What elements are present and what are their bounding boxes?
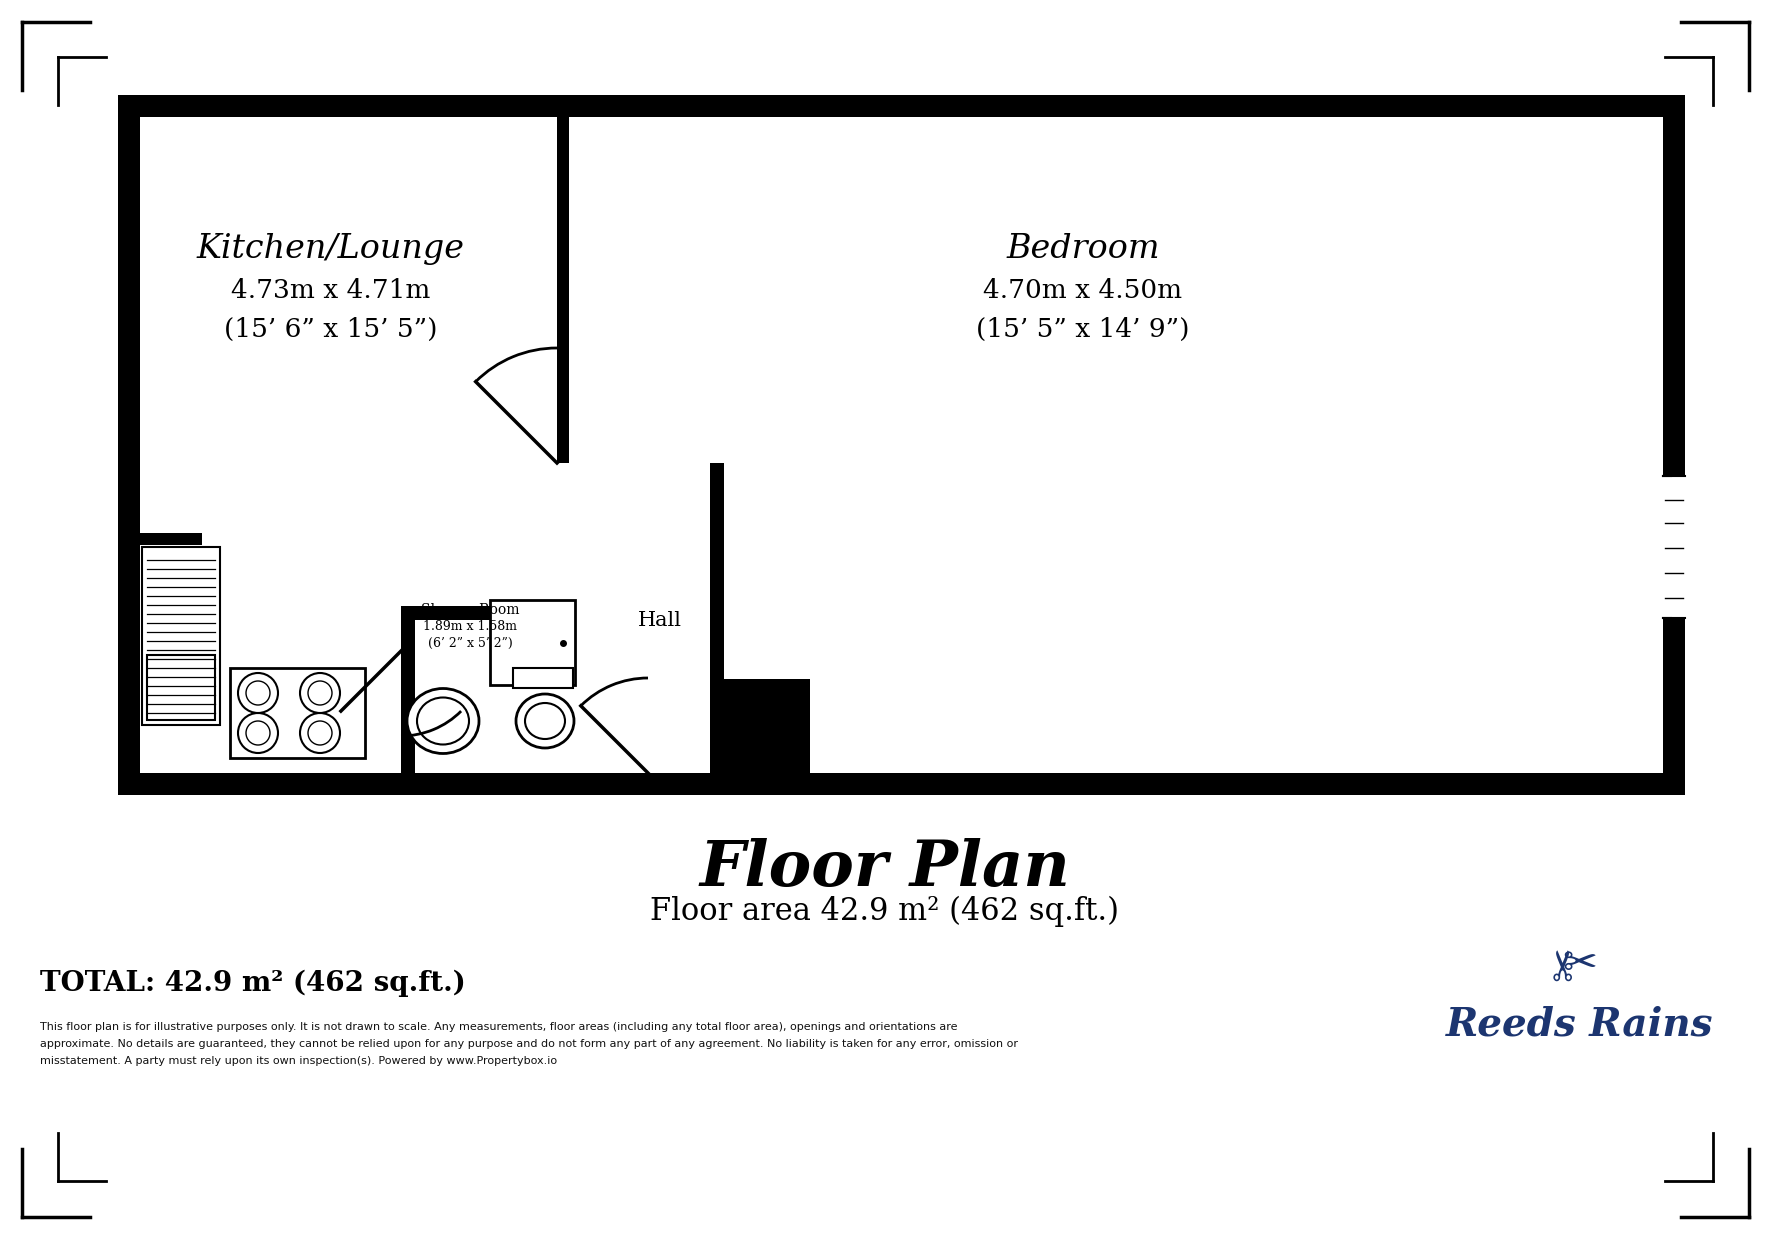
Text: TOTAL: 42.9 m² (462 sq.ft.): TOTAL: 42.9 m² (462 sq.ft.) [41,969,466,996]
Bar [724,679,809,795]
Bar [400,669,414,795]
Bar [491,600,576,685]
Text: ✂: ✂ [1562,943,1597,985]
Bar [142,546,220,725]
Circle shape [299,673,340,712]
Text: misstatement. A party must rely upon its own inspection(s). Powered by www.Prope: misstatement. A party must rely upon its… [41,1056,558,1066]
Text: This floor plan is for illustrative purposes only. It is not drawn to scale. Any: This floor plan is for illustrative purp… [41,1022,958,1032]
Bar [1663,95,1684,795]
Bar [400,606,568,620]
Bar [119,95,140,795]
Text: (15’ 6” x 15’ 5”): (15’ 6” x 15’ 5”) [223,316,437,342]
Circle shape [246,721,269,745]
Text: 1.89m x 1.58m: 1.89m x 1.58m [423,621,517,633]
Ellipse shape [515,694,574,748]
Text: Hall: Hall [638,611,682,629]
Bar [400,613,414,795]
Bar [230,668,365,758]
Bar [710,463,724,795]
Text: (6’ 2” x 5’ 2”): (6’ 2” x 5’ 2”) [427,637,512,649]
Text: Bedroom: Bedroom [1006,233,1160,265]
Text: 4.73m x 4.71m: 4.73m x 4.71m [230,279,430,304]
Bar [514,668,574,688]
Bar [140,533,202,545]
Text: Floor area 42.9 m² (462 sq.ft.): Floor area 42.9 m² (462 sq.ft.) [650,896,1119,927]
Circle shape [299,712,340,753]
Bar [119,773,1684,795]
Text: approximate. No details are guaranteed, they cannot be relied upon for any purpo: approximate. No details are guaranteed, … [41,1040,1018,1049]
Circle shape [308,681,331,705]
Text: Kitchen/Lounge: Kitchen/Lounge [197,233,464,265]
Bar [1663,476,1684,618]
Circle shape [237,712,278,753]
Circle shape [237,673,278,712]
Circle shape [308,721,331,745]
Ellipse shape [416,698,469,745]
Text: Shower Room: Shower Room [421,603,519,617]
Bar [119,95,1684,116]
Bar [491,600,576,615]
Ellipse shape [407,689,478,753]
Bar [147,655,214,720]
Text: (15’ 5” x 14’ 9”): (15’ 5” x 14’ 9”) [976,316,1190,342]
Bar [558,95,568,463]
Text: 4.70m x 4.50m: 4.70m x 4.50m [983,279,1183,304]
Text: Reeds Rains: Reeds Rains [1447,1005,1714,1043]
Text: ✂: ✂ [1544,947,1587,981]
Text: Floor Plan: Floor Plan [700,839,1070,900]
Ellipse shape [524,703,565,738]
Circle shape [246,681,269,705]
